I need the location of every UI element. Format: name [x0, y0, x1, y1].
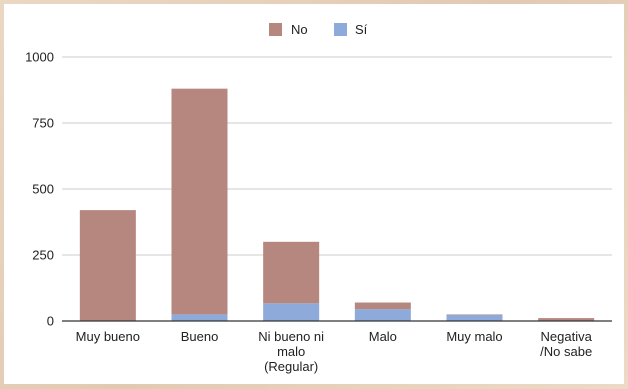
- bar-no-5: [538, 318, 595, 321]
- x-tick-label: Muy malo: [446, 329, 502, 344]
- y-tick-label: 250: [32, 248, 54, 263]
- bar-no-0: [79, 210, 136, 321]
- legend-swatch-s: [334, 23, 347, 36]
- y-tick-label: 0: [47, 314, 54, 329]
- bar-no-4: [446, 314, 503, 315]
- bar-no-3: [354, 302, 411, 310]
- bar-s-3: [354, 309, 411, 321]
- legend-label: No: [291, 22, 308, 37]
- bars: [79, 88, 595, 321]
- y-tick-label: 750: [32, 116, 54, 131]
- chart-card: No Sí 0 250 500 750 1000 Muy bueno Bueno Ni bue…: [4, 4, 624, 384]
- bar-s-4: [446, 314, 503, 321]
- legend-label: Sí: [355, 22, 368, 37]
- grid-lines: [62, 56, 612, 256]
- y-tick-label: 500: [32, 182, 54, 197]
- x-tick-label: Negativa/No sabe: [540, 329, 592, 359]
- bar-s-1: [171, 314, 228, 321]
- bar-no-2: [263, 241, 320, 304]
- x-axis: Muy bueno Bueno Ni bueno ni malo (Regular) Ma…: [62, 320, 612, 374]
- y-tick-label: 1000: [25, 50, 54, 65]
- y-axis: 0 250 500 750 1000: [25, 50, 54, 329]
- legend: No Sí: [269, 22, 368, 37]
- bar-s-2: [263, 303, 320, 321]
- x-tick-label: Malo: [369, 329, 397, 344]
- x-tick-label: Bueno: [181, 329, 219, 344]
- x-tick-label: Ni bueno ni malo (Regular): [258, 329, 324, 374]
- stacked-bar-chart: No Sí 0 250 500 750 1000 Muy bueno Bueno Ni bue…: [25, 22, 612, 374]
- x-tick-label: Muy bueno: [76, 329, 140, 344]
- legend-swatch-no: [269, 23, 282, 36]
- bar-no-1: [171, 88, 228, 315]
